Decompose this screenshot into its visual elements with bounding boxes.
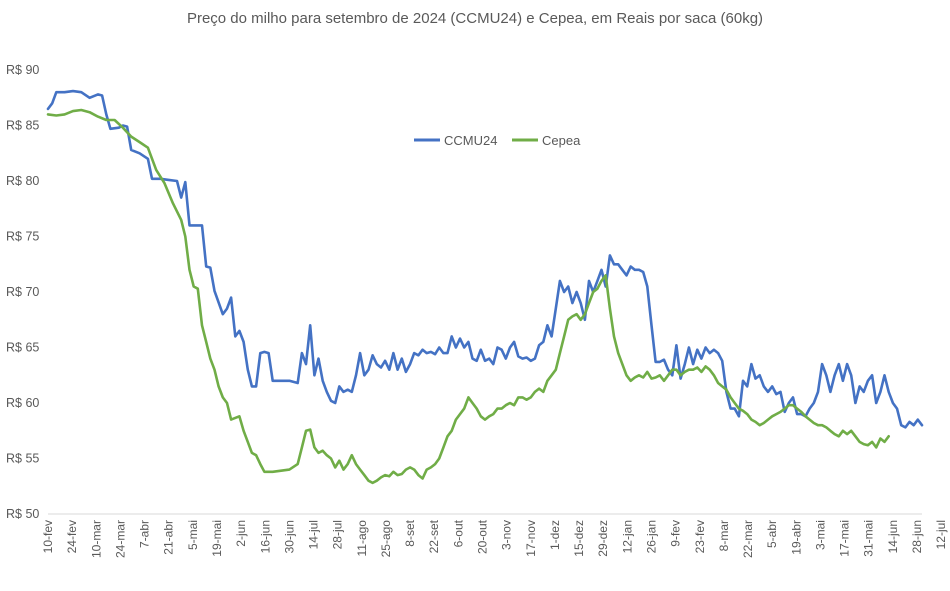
series-line-cepea bbox=[46, 108, 890, 485]
y-tick-label: R$ 85 bbox=[6, 119, 39, 133]
y-tick-label: R$ 90 bbox=[6, 63, 39, 77]
x-axis: 10-fev 24-fev 10-mar 24-mar 7-abr 21-abr 5-mai… bbox=[41, 513, 948, 558]
x-tick-label: 2-jun bbox=[234, 520, 248, 547]
x-tick-label: 10-mar bbox=[89, 520, 103, 558]
x-tick-label: 12-jul bbox=[934, 520, 948, 549]
legend-label: Cepea bbox=[542, 133, 581, 148]
x-tick-label: 5-mai bbox=[186, 520, 200, 550]
x-tick-label: 19-abr bbox=[789, 520, 803, 555]
chart-title: Preço do milho para setembro de 2024 (CC… bbox=[186, 10, 764, 27]
y-axis: R$ 50 R$ 55 R$ 60 R$ 65 R$ 70 R$ 75 R$ 80 R$ 85… bbox=[6, 63, 39, 521]
x-tick-label: 28-jul bbox=[331, 520, 345, 549]
x-tick-label: 10-fev bbox=[41, 520, 55, 553]
x-tick-label: 25-ago bbox=[379, 520, 393, 558]
series-layer bbox=[46, 89, 924, 485]
y-tick-label: R$ 70 bbox=[6, 285, 39, 299]
y-tick-label: R$ 60 bbox=[6, 396, 39, 410]
x-tick-label: 20-out bbox=[476, 519, 490, 554]
x-tick-label: 15-dez bbox=[572, 520, 586, 557]
y-tick-label: R$ 80 bbox=[6, 174, 39, 188]
x-tick-label: 7-abr bbox=[138, 520, 152, 548]
y-tick-label: R$ 50 bbox=[6, 507, 39, 521]
x-tick-label: 11-ago bbox=[355, 520, 369, 557]
x-tick-label: 1-dez bbox=[548, 520, 562, 550]
x-tick-label: 12-jan bbox=[620, 520, 634, 553]
x-tick-label: 22-mar bbox=[741, 520, 755, 558]
x-tick-label: 19-mai bbox=[210, 520, 224, 557]
x-tick-label: 29-dez bbox=[596, 520, 610, 557]
x-tick-label: 9-fev bbox=[669, 520, 683, 547]
x-tick-label: 24-mar bbox=[113, 520, 127, 558]
x-tick-label: 14-jul bbox=[307, 520, 321, 549]
y-tick-label: R$ 75 bbox=[6, 230, 39, 244]
x-tick-label: 3-nov bbox=[500, 520, 514, 550]
x-tick-label: 8-set bbox=[403, 519, 417, 546]
x-tick-label: 6-out bbox=[451, 519, 465, 547]
legend: CCMU24 Cepea bbox=[414, 133, 581, 148]
y-tick-label: R$ 55 bbox=[6, 452, 39, 466]
x-tick-label: 22-set bbox=[427, 519, 441, 553]
legend-label: CCMU24 bbox=[444, 133, 497, 148]
x-tick-label: 17-nov bbox=[524, 520, 538, 557]
x-tick-label: 31-mai bbox=[862, 520, 876, 557]
x-tick-label: 26-jan bbox=[644, 520, 658, 553]
x-tick-label: 30-jun bbox=[282, 520, 296, 553]
x-tick-label: 23-fev bbox=[693, 520, 707, 553]
y-tick-label: R$ 65 bbox=[6, 341, 39, 355]
x-tick-label: 16-jun bbox=[258, 520, 272, 553]
x-tick-label: 8-mar bbox=[717, 520, 731, 551]
x-tick-label: 24-fev bbox=[65, 520, 79, 553]
x-tick-label: 28-jun bbox=[910, 520, 924, 553]
x-tick-label: 3-mai bbox=[813, 520, 827, 550]
x-tick-label: 5-abr bbox=[765, 520, 779, 548]
x-tick-label: 21-abr bbox=[162, 520, 176, 555]
x-tick-label: 14-jun bbox=[886, 520, 900, 553]
x-tick-label: 17-mai bbox=[838, 520, 852, 557]
